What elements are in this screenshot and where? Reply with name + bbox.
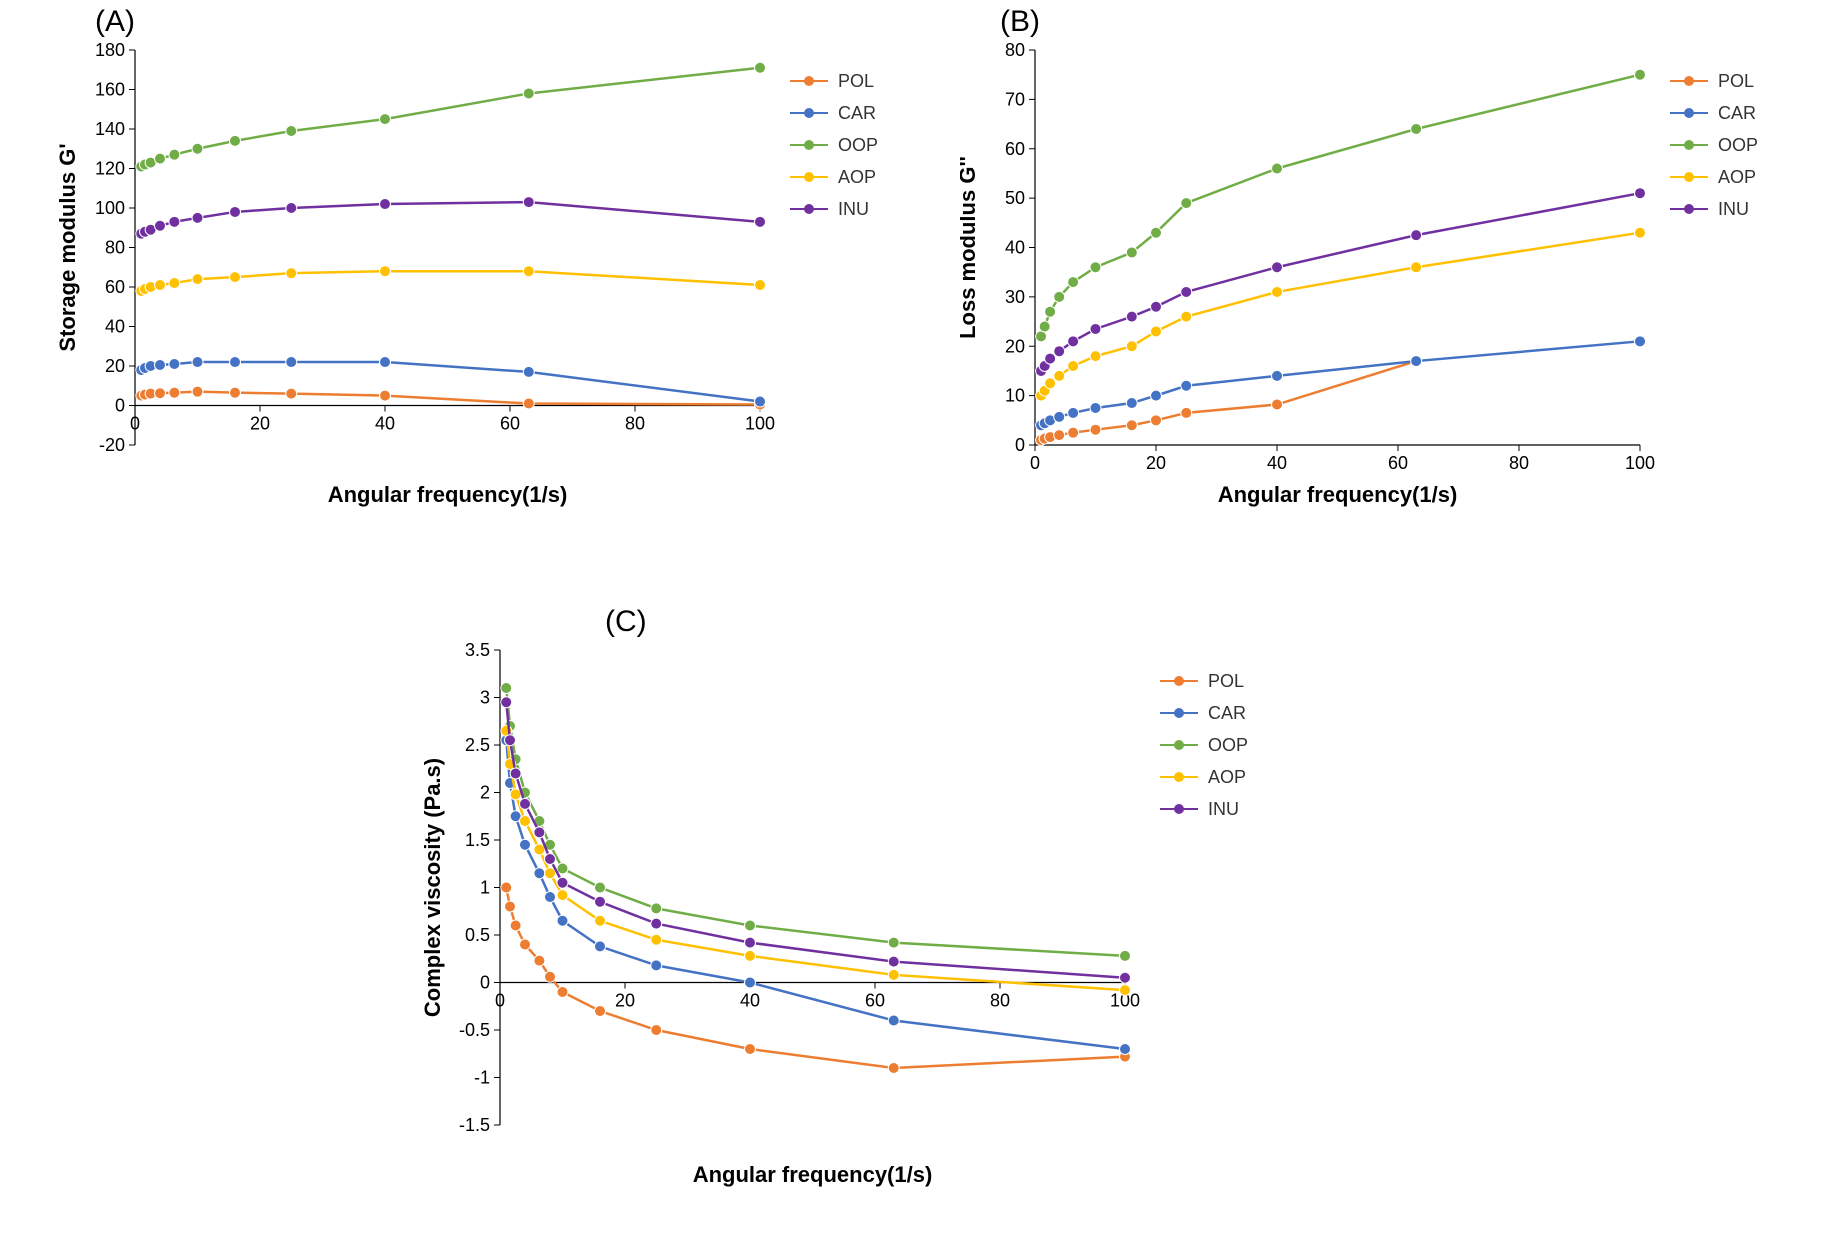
svg-text:80: 80 <box>625 414 645 434</box>
legend-item-inu: INU <box>790 193 878 225</box>
svg-text:Angular frequency(1/s): Angular frequency(1/s) <box>328 482 568 507</box>
legend-item-inu: INU <box>1160 793 1248 825</box>
svg-text:1: 1 <box>480 878 490 898</box>
svg-text:70: 70 <box>1005 89 1025 109</box>
svg-text:Storage modulus G': Storage modulus G' <box>55 143 80 351</box>
chart-a: -20020406080100120140160180020406080100A… <box>40 40 780 520</box>
legend-item-oop: OOP <box>1670 129 1758 161</box>
svg-text:1.5: 1.5 <box>465 830 490 850</box>
legend-item-pol: POL <box>790 65 878 97</box>
svg-text:30: 30 <box>1005 287 1025 307</box>
svg-text:120: 120 <box>95 159 125 179</box>
svg-text:Complex viscosity (Pa.s): Complex viscosity (Pa.s) <box>420 758 445 1017</box>
svg-text:Loss modulus G'': Loss modulus G'' <box>960 156 980 339</box>
svg-text:60: 60 <box>105 277 125 297</box>
svg-text:-0.5: -0.5 <box>459 1020 490 1040</box>
panel-b-label: (B) <box>1000 5 1040 39</box>
svg-text:0: 0 <box>130 414 140 434</box>
svg-text:-1.5: -1.5 <box>459 1115 490 1135</box>
panel-c-label: (C) <box>605 605 647 639</box>
legend-item-inu: INU <box>1670 193 1758 225</box>
svg-text:160: 160 <box>95 80 125 100</box>
panel-a-label: (A) <box>95 5 135 39</box>
legend-item-car: CAR <box>1670 97 1758 129</box>
svg-text:20: 20 <box>1005 336 1025 356</box>
svg-text:2.5: 2.5 <box>465 735 490 755</box>
legend-item-aop: AOP <box>790 161 878 193</box>
svg-text:3: 3 <box>480 688 490 708</box>
svg-text:40: 40 <box>740 991 760 1011</box>
svg-text:40: 40 <box>375 414 395 434</box>
svg-text:Angular frequency(1/s): Angular frequency(1/s) <box>693 1162 933 1187</box>
svg-text:60: 60 <box>1388 453 1408 473</box>
legend-a: POLCAROOPAOPINU <box>790 65 878 225</box>
svg-text:40: 40 <box>1267 453 1287 473</box>
legend-item-car: CAR <box>790 97 878 129</box>
svg-text:2: 2 <box>480 783 490 803</box>
legend-item-pol: POL <box>1670 65 1758 97</box>
svg-text:80: 80 <box>990 991 1010 1011</box>
svg-text:80: 80 <box>105 238 125 258</box>
svg-text:100: 100 <box>95 198 125 218</box>
legend-item-aop: AOP <box>1160 761 1248 793</box>
svg-text:80: 80 <box>1509 453 1529 473</box>
svg-text:3.5: 3.5 <box>465 640 490 660</box>
svg-text:80: 80 <box>1005 40 1025 60</box>
legend-item-aop: AOP <box>1670 161 1758 193</box>
svg-text:20: 20 <box>250 414 270 434</box>
svg-text:60: 60 <box>1005 139 1025 159</box>
legend-item-pol: POL <box>1160 665 1248 697</box>
svg-text:0: 0 <box>480 973 490 993</box>
legend-item-oop: OOP <box>790 129 878 161</box>
svg-text:0: 0 <box>495 991 505 1011</box>
svg-text:0: 0 <box>1030 453 1040 473</box>
svg-text:0: 0 <box>115 396 125 416</box>
svg-text:100: 100 <box>1625 453 1655 473</box>
legend-item-car: CAR <box>1160 697 1248 729</box>
legend-c: POLCAROOPAOPINU <box>1160 665 1248 825</box>
svg-text:Angular frequency(1/s): Angular frequency(1/s) <box>1218 482 1458 507</box>
svg-text:20: 20 <box>615 991 635 1011</box>
svg-text:20: 20 <box>1146 453 1166 473</box>
svg-text:-20: -20 <box>99 435 125 455</box>
svg-text:60: 60 <box>500 414 520 434</box>
svg-text:0: 0 <box>1015 435 1025 455</box>
svg-text:100: 100 <box>745 414 775 434</box>
chart-c: -1.5-1-0.500.511.522.533.5020406080100An… <box>405 640 1145 1200</box>
svg-text:-1: -1 <box>474 1068 490 1088</box>
legend-b: POLCAROOPAOPINU <box>1670 65 1758 225</box>
chart-b: 0 10 20 30 40 50 60 70 80 0 20 40 60 80 100 Angular fre… <box>960 40 1660 520</box>
legend-item-oop: OOP <box>1160 729 1248 761</box>
svg-text:40: 40 <box>1005 238 1025 258</box>
svg-text:50: 50 <box>1005 188 1025 208</box>
svg-text:140: 140 <box>95 119 125 139</box>
svg-text:20: 20 <box>105 356 125 376</box>
svg-text:10: 10 <box>1005 386 1025 406</box>
svg-text:180: 180 <box>95 40 125 60</box>
svg-text:40: 40 <box>105 317 125 337</box>
svg-text:60: 60 <box>865 991 885 1011</box>
svg-text:0.5: 0.5 <box>465 925 490 945</box>
